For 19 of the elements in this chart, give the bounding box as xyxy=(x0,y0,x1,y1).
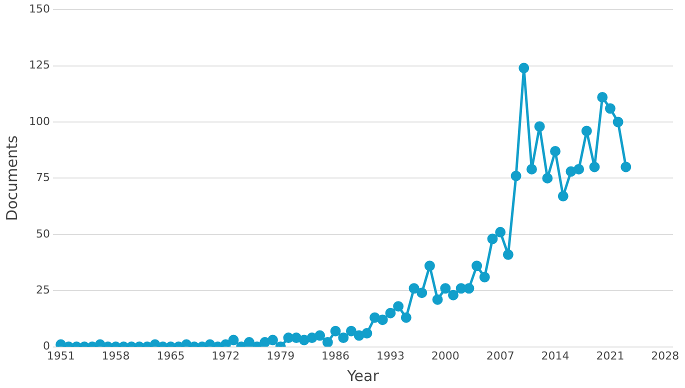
x-tick-label: 1972 xyxy=(212,349,240,362)
y-tick-label: 100 xyxy=(28,114,50,128)
x-tick-label: 1993 xyxy=(376,349,404,362)
x-tick-label: 2014 xyxy=(541,349,570,362)
y-tick-label: 150 xyxy=(28,2,50,16)
x-tick-label: 1979 xyxy=(266,349,295,362)
y-axis-title: Documents xyxy=(2,135,21,221)
x-tick-label: 1965 xyxy=(156,349,185,362)
x-tick-label: 2021 xyxy=(596,349,624,362)
x-tick-label: 2000 xyxy=(431,349,460,362)
x-tick-label: 2007 xyxy=(486,349,514,362)
y-tick-label: 125 xyxy=(28,58,50,72)
x-tick-label: 2028 xyxy=(651,349,680,362)
y-tick-label: 75 xyxy=(36,171,50,184)
x-axis-title: Year xyxy=(346,366,380,385)
y-tick-label: 50 xyxy=(36,227,50,240)
y-tick-label: 25 xyxy=(36,283,50,296)
x-tick-label: 1986 xyxy=(322,349,350,362)
x-tick-label: 1958 xyxy=(102,349,130,362)
